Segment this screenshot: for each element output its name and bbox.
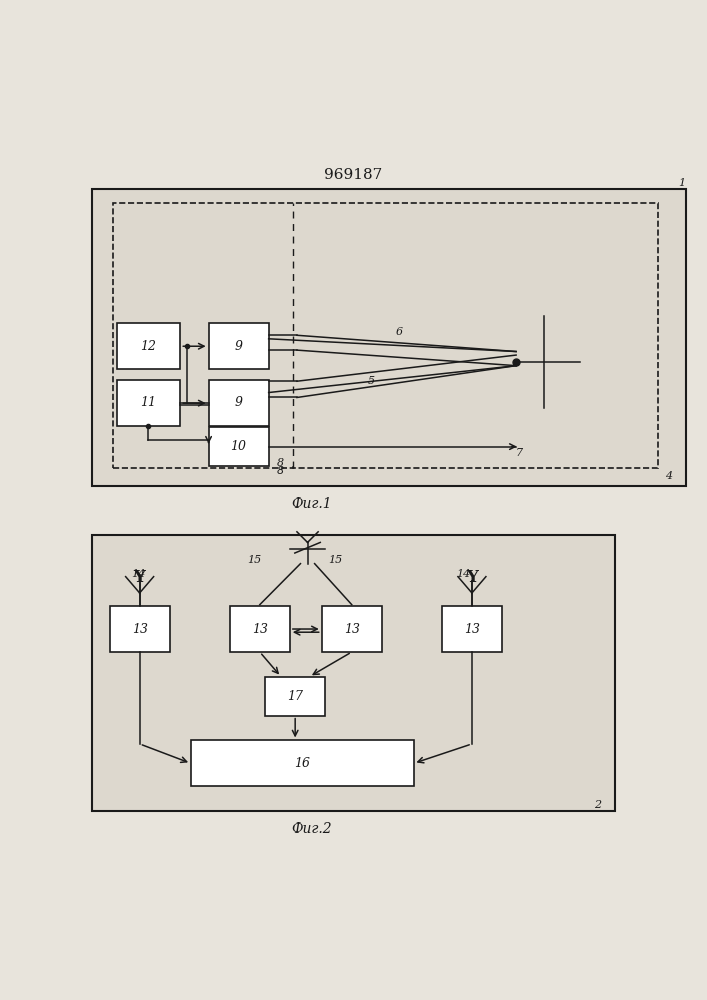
Bar [265,677,325,716]
Text: 15: 15 [247,555,262,565]
Text: 9: 9 [235,396,243,409]
Bar [230,606,290,652]
Text: 8: 8 [277,466,284,476]
Text: 13: 13 [252,623,268,636]
Text: 969187: 969187 [325,168,382,182]
Text: 5: 5 [368,376,375,386]
Bar [209,380,269,426]
Bar [209,323,269,369]
Text: 4: 4 [665,471,672,481]
Bar [322,606,382,652]
Text: 9: 9 [235,340,243,353]
Text: 13: 13 [132,623,148,636]
Text: 7: 7 [516,448,523,458]
Bar [92,189,686,486]
Bar [110,606,170,652]
Bar [191,740,414,786]
Bar [92,535,615,811]
Text: Y: Y [133,569,144,586]
Bar [117,323,180,369]
Text: 14: 14 [131,569,145,579]
Text: 1: 1 [679,178,686,188]
Text: 2: 2 [594,800,601,810]
Text: Фиг.2: Фиг.2 [291,822,332,836]
Text: 10: 10 [230,440,247,453]
Bar [113,203,658,468]
Text: 16: 16 [294,757,310,770]
Bar [442,606,502,652]
Text: 14: 14 [456,569,470,579]
Text: 8: 8 [277,458,284,468]
Bar [209,427,269,466]
Text: 6: 6 [396,327,403,337]
Text: 15: 15 [329,555,343,565]
Text: Y: Y [466,569,478,586]
Text: 12: 12 [141,340,156,353]
Bar [117,380,180,426]
Text: Фиг.1: Фиг.1 [291,497,332,511]
Text: 17: 17 [287,690,303,703]
Text: 13: 13 [464,623,480,636]
Text: 13: 13 [344,623,360,636]
Text: 11: 11 [141,396,156,409]
